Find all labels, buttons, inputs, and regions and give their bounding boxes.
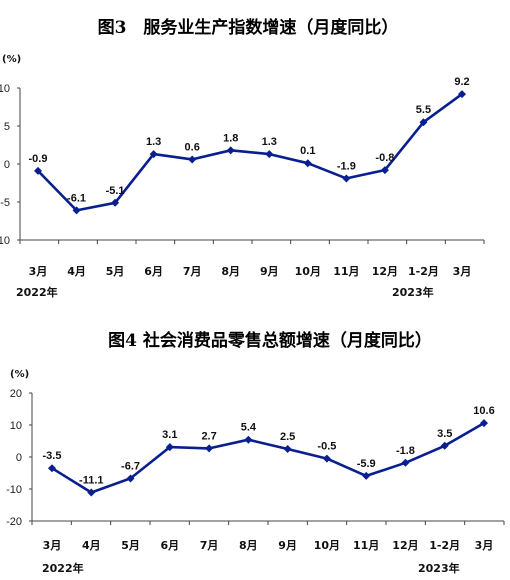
data-label: -1.8 xyxy=(396,445,415,457)
y-unit-label: (%) xyxy=(2,54,21,65)
year-label-2023: 2023年 xyxy=(418,561,460,575)
data-label: 2.5 xyxy=(280,431,295,443)
y-tick-label: 0 xyxy=(4,159,10,171)
data-label: 0.1 xyxy=(300,145,315,157)
data-point-marker xyxy=(265,150,274,159)
data-label: 3.1 xyxy=(162,429,177,441)
x-category-label: 9月 xyxy=(278,539,297,552)
y-tick-label: 5 xyxy=(4,121,10,133)
data-point-marker xyxy=(48,464,56,473)
x-category-label: 10月 xyxy=(295,265,321,278)
data-label: 10.6 xyxy=(473,405,494,417)
data-label: 1.8 xyxy=(223,132,238,144)
data-label: 3.5 xyxy=(437,428,452,440)
data-point-marker xyxy=(380,166,389,175)
data-point-marker xyxy=(72,206,81,215)
x-category-label: 3月 xyxy=(453,265,472,278)
data-label: 0.6 xyxy=(185,141,200,153)
data-point-marker xyxy=(401,458,410,467)
x-category-label: 3月 xyxy=(29,265,48,278)
data-point-marker xyxy=(34,166,42,175)
y-tick-label: -10 xyxy=(6,484,22,496)
data-point-marker xyxy=(87,488,96,497)
x-category-label: 5月 xyxy=(121,539,140,552)
data-point-marker xyxy=(303,159,312,168)
x-category-label: 11月 xyxy=(353,539,379,552)
x-category-label: 10月 xyxy=(314,539,340,552)
chart-3: 图3 服务业生产指数增速（月度同比） (%) 10 5 0 -5 -10 -0.9 3月 -6.1… xyxy=(0,17,485,299)
x-category-label: 1-2月 xyxy=(408,265,439,278)
x-category-label: 11月 xyxy=(333,265,359,278)
data-label: 5.4 xyxy=(241,422,257,434)
data-label: -5.1 xyxy=(106,185,125,197)
x-category-label: 12月 xyxy=(392,539,418,552)
data-label: 2.7 xyxy=(201,430,216,442)
y-tick-label: 10 xyxy=(10,420,22,432)
data-label: -5.9 xyxy=(357,458,376,470)
data-point-marker xyxy=(165,443,174,452)
x-category-label: 3月 xyxy=(43,539,62,552)
data-point-marker xyxy=(322,454,331,463)
series-line xyxy=(37,93,463,212)
data-point-marker xyxy=(126,474,135,483)
year-label-2022: 2022年 xyxy=(42,561,84,575)
y-unit-label: (%) xyxy=(10,369,29,380)
y-tick-label: -5 xyxy=(0,197,10,209)
x-category-label: 6月 xyxy=(144,265,163,278)
x-category-label: 4月 xyxy=(82,539,101,552)
x-category-label: 7月 xyxy=(183,265,202,278)
data-point-marker xyxy=(244,435,253,444)
data-label: -1.9 xyxy=(337,160,356,172)
chart-title: 图4 社会消费品零售总额增速（月度同比） xyxy=(108,330,432,351)
y-tick-label: 0 xyxy=(16,452,22,464)
data-label: -11.1 xyxy=(79,475,103,487)
x-category-label: 1-2月 xyxy=(429,539,460,552)
chart-4: 图4 社会消费品零售总额增速（月度同比） (%) 20 10 0 -10 -20 -3.5 3月… xyxy=(6,330,505,575)
data-label: -6.7 xyxy=(121,460,140,472)
year-label-2022: 2022年 xyxy=(16,285,58,299)
data-point-marker xyxy=(480,419,488,428)
chart-title: 图3 服务业生产指数增速（月度同比） xyxy=(98,17,399,38)
y-tick-label: -10 xyxy=(0,235,10,247)
x-category-label: 8月 xyxy=(221,265,240,278)
x-category-label: 12月 xyxy=(372,265,398,278)
x-category-label: 6月 xyxy=(160,539,179,552)
y-tick-label: 10 xyxy=(0,83,10,95)
data-label: -6.1 xyxy=(67,192,86,204)
x-category-label: 7月 xyxy=(200,539,219,552)
data-label: 5.5 xyxy=(416,104,431,116)
data-point-marker xyxy=(419,118,428,127)
x-category-label: 4月 xyxy=(67,265,86,278)
data-point-marker xyxy=(188,155,197,164)
data-point-marker xyxy=(226,146,235,155)
x-category-label: 3月 xyxy=(475,539,494,552)
data-label: 1.3 xyxy=(146,136,161,148)
data-point-marker xyxy=(458,90,466,99)
x-category-label: 9月 xyxy=(260,265,279,278)
data-label: -0.9 xyxy=(29,153,48,165)
data-label: -3.5 xyxy=(43,450,62,462)
x-category-label: 8月 xyxy=(239,539,258,552)
data-point-marker xyxy=(205,444,214,453)
data-label: -0.8 xyxy=(375,152,394,164)
data-point-marker xyxy=(111,198,120,207)
x-category-label: 5月 xyxy=(106,265,125,278)
data-point-marker xyxy=(362,471,371,480)
y-tick-label: 20 xyxy=(10,388,22,400)
data-label: 9.2 xyxy=(454,76,469,88)
year-label-2023: 2023年 xyxy=(392,285,434,299)
data-point-marker xyxy=(283,445,292,453)
data-point-marker xyxy=(440,441,449,450)
data-point-marker xyxy=(342,174,351,183)
data-point-marker xyxy=(149,150,158,159)
y-tick-label: -20 xyxy=(6,516,22,528)
data-label: -0.5 xyxy=(317,441,336,453)
series-line xyxy=(51,421,485,494)
data-label: 1.3 xyxy=(262,136,277,148)
